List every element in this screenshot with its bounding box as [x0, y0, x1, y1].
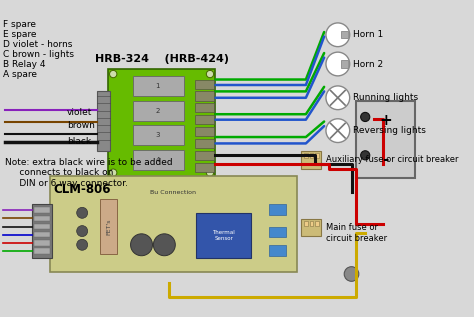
Bar: [34, 216, 50, 221]
Text: -: -: [382, 152, 389, 167]
Text: Auxiliary fuse or circuit breaker: Auxiliary fuse or circuit breaker: [326, 155, 458, 165]
Bar: [310, 221, 313, 226]
Text: B Relay 4: B Relay 4: [3, 61, 45, 69]
Circle shape: [206, 70, 214, 78]
Circle shape: [154, 234, 175, 256]
Text: 2: 2: [156, 107, 160, 113]
Bar: [34, 207, 50, 213]
Text: black: black: [67, 137, 91, 146]
Bar: [269, 204, 286, 215]
Bar: [133, 76, 183, 96]
Text: 4: 4: [156, 157, 160, 163]
Text: HRB-324    (HRB-424): HRB-324 (HRB-424): [95, 54, 228, 64]
Text: A spare: A spare: [3, 70, 37, 80]
Bar: [195, 163, 214, 172]
Text: Bu Connection: Bu Connection: [150, 190, 197, 195]
Text: D violet - horns: D violet - horns: [3, 40, 72, 49]
Bar: [50, 176, 297, 272]
Bar: [34, 240, 50, 246]
Circle shape: [326, 23, 350, 47]
Bar: [340, 60, 348, 68]
Text: brown: brown: [67, 121, 94, 130]
Bar: [108, 68, 216, 178]
Circle shape: [77, 207, 88, 218]
Text: CLM-806: CLM-806: [53, 183, 110, 196]
Bar: [315, 221, 319, 226]
Circle shape: [361, 151, 370, 160]
Bar: [195, 91, 214, 100]
Bar: [301, 151, 321, 169]
Bar: [301, 219, 321, 236]
Text: Running lights: Running lights: [353, 93, 419, 102]
Bar: [100, 199, 117, 254]
Circle shape: [361, 113, 370, 121]
Text: Horn 2: Horn 2: [353, 60, 383, 68]
Bar: [195, 103, 214, 113]
Bar: [195, 115, 214, 124]
Circle shape: [326, 86, 350, 110]
Circle shape: [206, 169, 214, 176]
Bar: [34, 232, 50, 237]
Text: +: +: [379, 113, 392, 128]
Circle shape: [77, 239, 88, 250]
Bar: [195, 151, 214, 160]
Bar: [269, 245, 286, 256]
Text: FET's: FET's: [106, 218, 111, 235]
Text: Note: extra black wire is to be added
     connects to black on
     DIN or 6 wa: Note: extra black wire is to be added co…: [5, 158, 172, 188]
Circle shape: [326, 52, 350, 76]
Text: Thermal
Sensor: Thermal Sensor: [212, 230, 235, 241]
Text: Horn 1: Horn 1: [353, 30, 383, 39]
Bar: [133, 100, 183, 120]
Circle shape: [109, 70, 117, 78]
Text: F spare: F spare: [3, 20, 36, 29]
Bar: [32, 204, 52, 258]
Bar: [304, 152, 308, 158]
Circle shape: [326, 119, 350, 143]
Bar: [356, 100, 415, 178]
Circle shape: [344, 267, 359, 281]
Bar: [195, 80, 214, 89]
Text: 3: 3: [155, 132, 160, 138]
Circle shape: [77, 226, 88, 236]
Bar: [133, 150, 183, 170]
Bar: [269, 227, 286, 237]
Bar: [340, 31, 348, 38]
Circle shape: [109, 169, 117, 176]
Text: E spare: E spare: [3, 30, 36, 39]
Bar: [310, 152, 313, 158]
Bar: [195, 127, 214, 136]
Bar: [196, 213, 251, 258]
Bar: [34, 249, 50, 254]
Text: C brown - lights: C brown - lights: [3, 50, 74, 59]
Bar: [304, 221, 308, 226]
Bar: [315, 152, 319, 158]
Text: Main fuse or
circuit breaker: Main fuse or circuit breaker: [326, 223, 387, 243]
Bar: [133, 125, 183, 145]
Circle shape: [130, 234, 153, 256]
Bar: [97, 91, 109, 151]
Bar: [34, 224, 50, 229]
Text: Reversing lights: Reversing lights: [353, 126, 426, 135]
Text: 1: 1: [155, 83, 160, 89]
Text: violet: violet: [67, 108, 92, 117]
Bar: [195, 139, 214, 148]
